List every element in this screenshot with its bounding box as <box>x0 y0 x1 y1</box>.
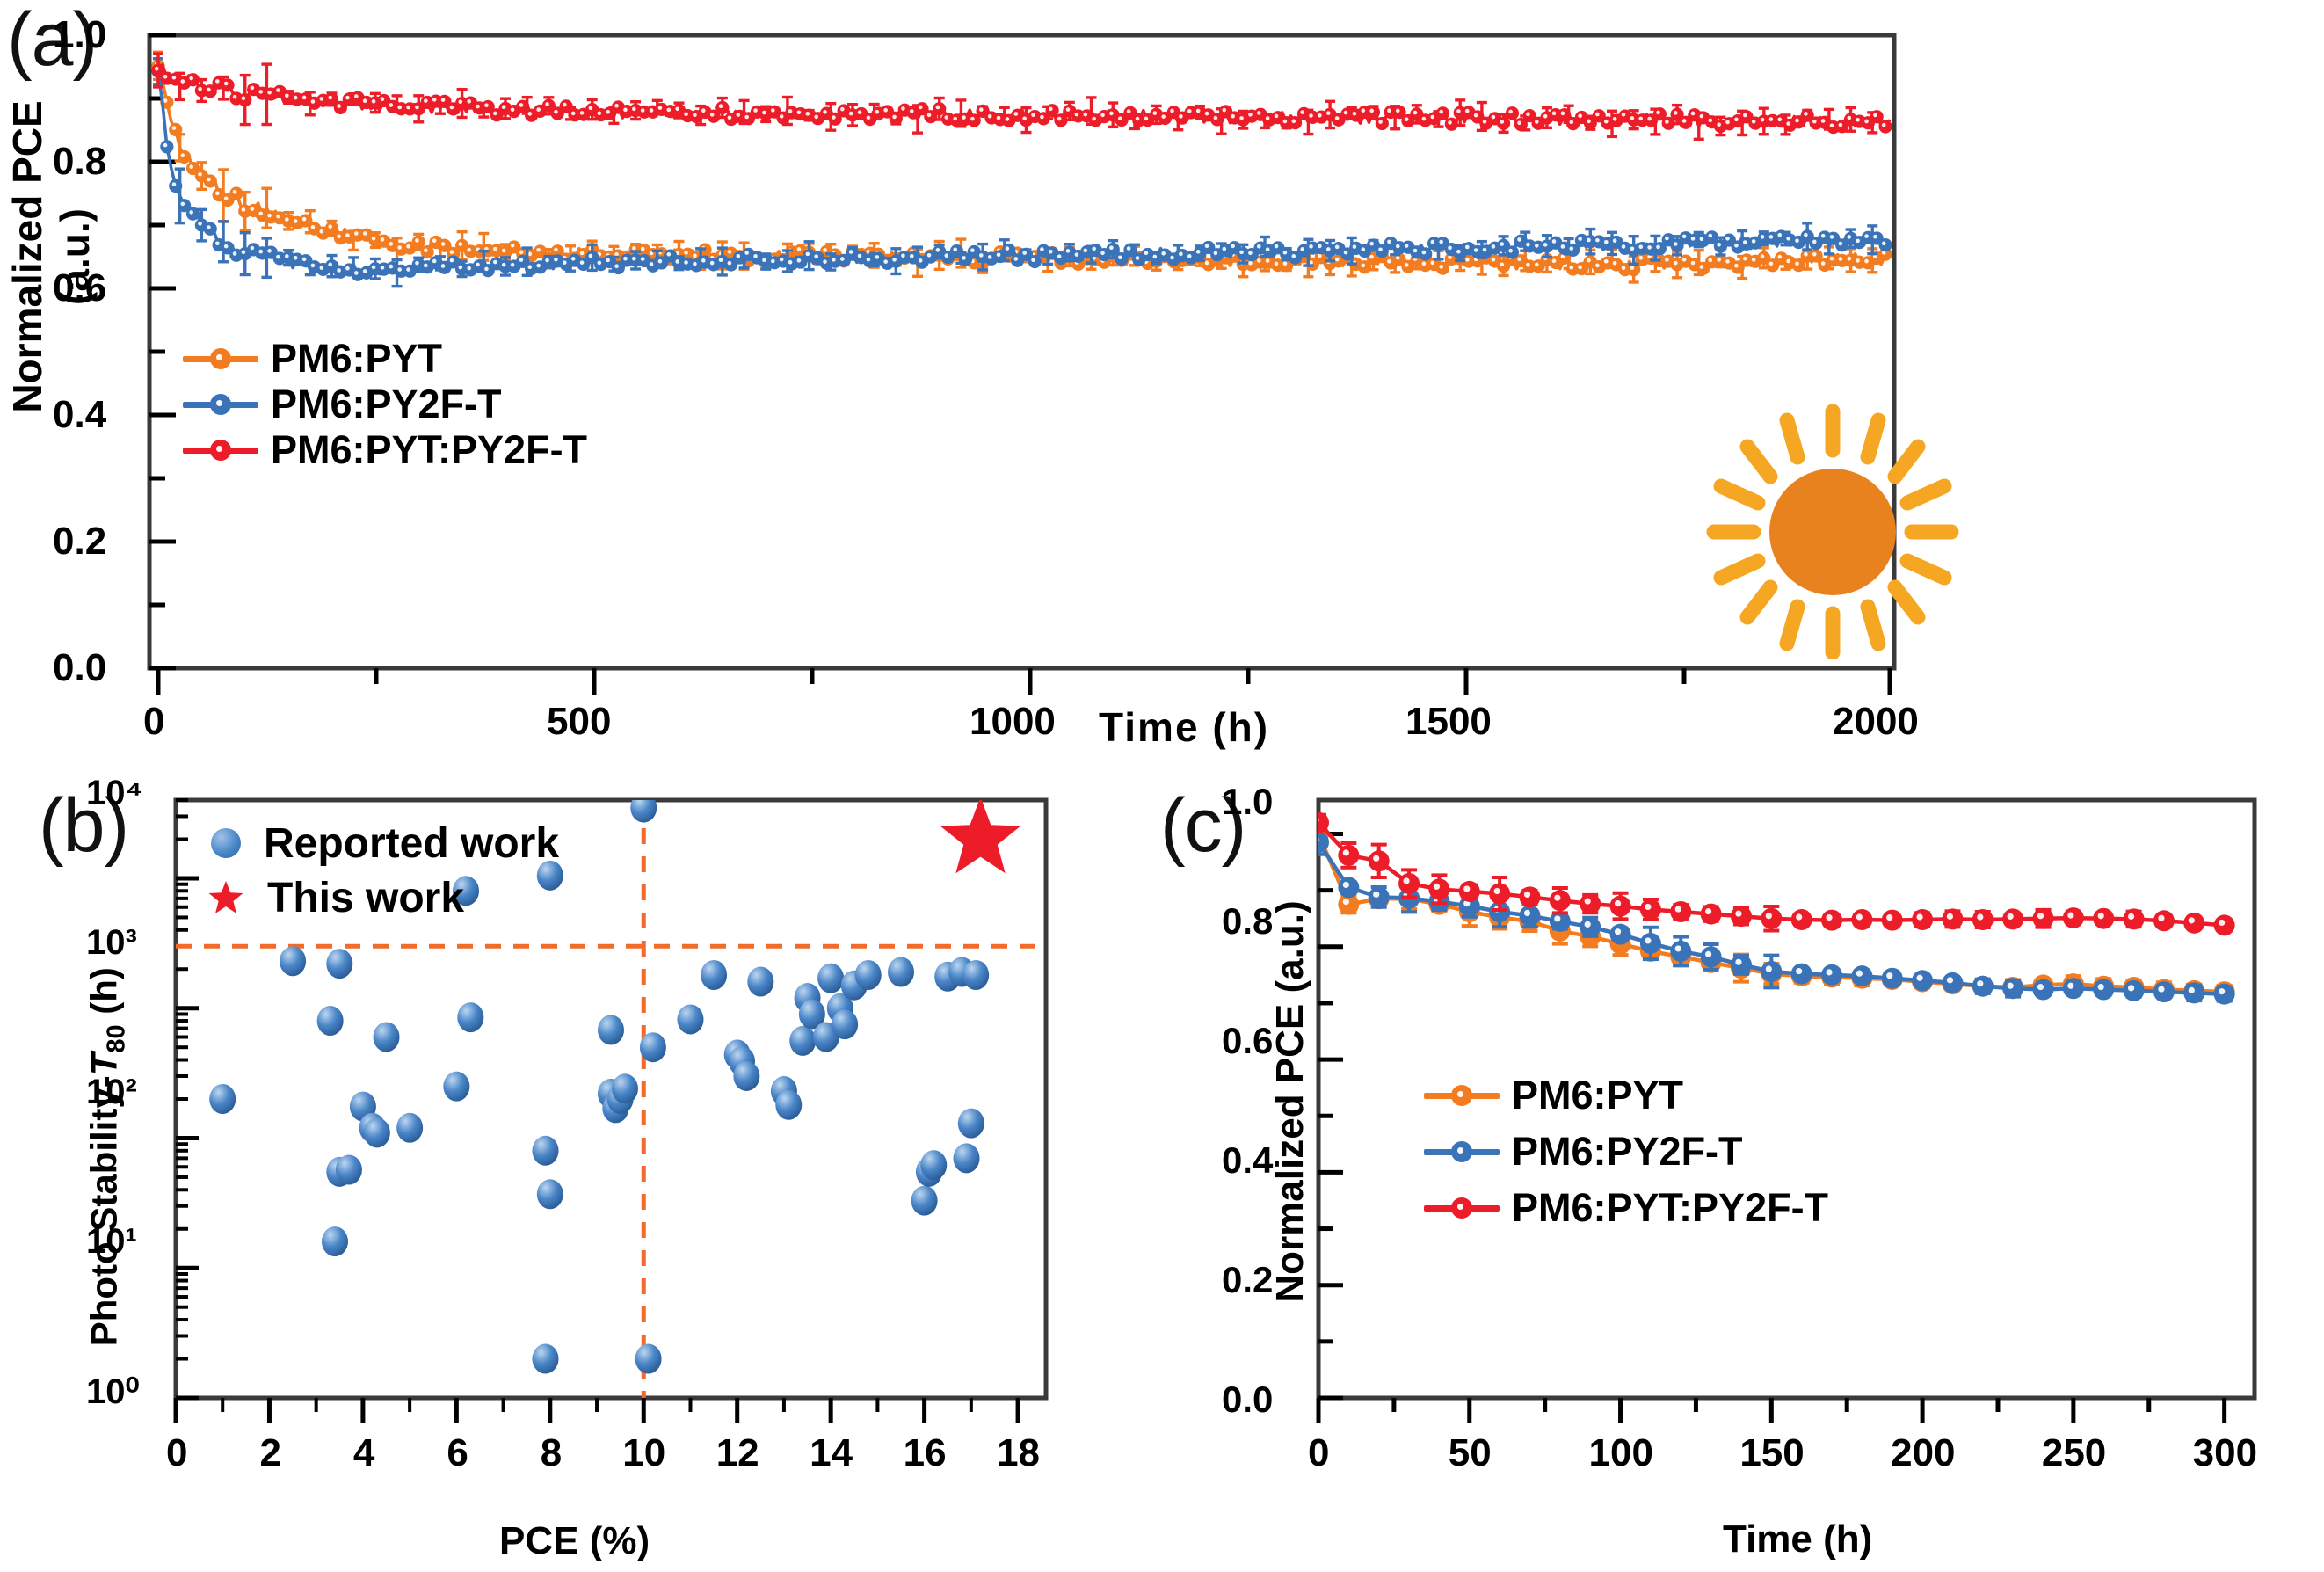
panel-c-legend-label-1: PM6:PY2F-T <box>1512 1129 1743 1174</box>
panel-a-xtick-4: 2000 <box>1833 700 1919 743</box>
panel-b-y-axis-title-sub: 80 <box>102 1024 131 1053</box>
line-circle-marker-icon <box>1424 1140 1500 1163</box>
panel-a: (a) Normalized PCE (a.u.) Time (h) <box>0 0 2074 774</box>
panel-a-ytick-1: 0.2 <box>53 520 107 563</box>
panel-b-legend-item-0[interactable]: Reported work <box>211 816 559 870</box>
panel-a-legend-item-1[interactable]: PM6:PY2F-T <box>183 382 587 427</box>
panel-b-x-axis-title: PCE (%) <box>499 1519 650 1562</box>
panel-b-xtick-1: 2 <box>259 1431 281 1474</box>
panel-b-legend: Reported work This work <box>208 816 559 925</box>
panel-c: (c) Normalized PCE (a.u.) Time (h) 0.0 0… <box>1160 774 2324 1572</box>
panel-b-xtick-2: 4 <box>352 1431 375 1474</box>
panel-b-xtick-6: 12 <box>715 1431 759 1474</box>
panel-b-legend-label-1: This work <box>267 874 465 921</box>
panel-b: (b) Photo Stability-T80 (h) PCE (%) 10⁰ … <box>0 774 1143 1572</box>
panel-c-ytick-3: 0.6 <box>1222 1020 1274 1061</box>
panel-c-y-axis-title: Normalized PCE (a.u.) <box>1268 900 1311 1303</box>
panel-b-ytick-3: 10³ <box>86 923 137 962</box>
panel-c-plot <box>1316 797 2257 1423</box>
panel-b-xtick-0: 0 <box>166 1431 188 1474</box>
panel-a-ytick-4: 0.8 <box>53 140 107 183</box>
panel-a-ytick-2: 0.4 <box>53 393 107 436</box>
panel-a-x-axis-title: Time (h) <box>1099 704 1270 750</box>
panel-c-label: (c) <box>1160 783 1246 868</box>
panel-c-legend-label-2: PM6:PYT:PY2F-T <box>1512 1185 1829 1230</box>
panel-b-xtick-3: 6 <box>447 1431 468 1474</box>
panel-a-xtick-2: 1000 <box>970 700 1056 743</box>
panel-c-ytick-4: 0.8 <box>1222 900 1274 942</box>
panel-b-plot <box>173 797 1049 1423</box>
panel-c-xtick-6: 300 <box>2192 1431 2258 1474</box>
panel-b-ytick-0: 10⁰ <box>86 1372 140 1411</box>
panel-c-xtick-5: 250 <box>2041 1431 2107 1474</box>
star-marker-icon <box>208 879 244 916</box>
panel-a-ytick-0: 0.0 <box>53 646 107 689</box>
panel-c-ytick-0: 0.0 <box>1222 1379 1274 1420</box>
panel-c-ytick-1: 0.2 <box>1222 1259 1274 1300</box>
panel-a-y-axis-title: Normalized PCE (a.u.) <box>4 100 98 413</box>
panel-a-plot <box>147 33 1897 695</box>
panel-c-xtick-4: 200 <box>1891 1431 1956 1474</box>
panel-b-xtick-8: 16 <box>903 1431 947 1474</box>
panel-a-xtick-3: 1500 <box>1405 700 1492 743</box>
panel-c-x-axis-title: Time (h) <box>1723 1517 1873 1561</box>
line-circle-marker-icon <box>1424 1197 1500 1219</box>
panel-a-xtick-0: 0 <box>143 700 165 743</box>
panel-b-xtick-4: 8 <box>540 1431 563 1474</box>
panel-a-ytick-5: 1.0 <box>53 13 107 56</box>
panel-c-ytick-5: 1.0 <box>1222 781 1274 822</box>
panel-c-legend-item-1[interactable]: PM6:PY2F-T <box>1424 1124 1828 1180</box>
panel-b-label: (b) <box>39 783 129 868</box>
panel-a-ytick-3: 0.6 <box>53 266 107 309</box>
panel-a-legend-item-2[interactable]: PM6:PYT:PY2F-T <box>183 427 587 473</box>
panel-b-xtick-9: 18 <box>997 1431 1041 1474</box>
panel-c-legend: PM6:PYT PM6:PY2F-T PM6:PYT:PY2F-T <box>1424 1067 1828 1236</box>
panel-c-legend-label-0: PM6:PYT <box>1512 1073 1684 1117</box>
panel-a-legend-label-0: PM6:PYT <box>271 336 443 381</box>
panel-a-xtick-1: 500 <box>547 700 612 743</box>
line-circle-marker-icon <box>183 439 258 462</box>
panel-b-xtick-7: 14 <box>810 1431 853 1474</box>
line-circle-marker-icon <box>183 393 258 416</box>
panel-c-xtick-2: 100 <box>1588 1431 1653 1474</box>
panel-b-y-axis-title-unit: (h) <box>83 967 125 1025</box>
panel-c-xtick-0: 0 <box>1308 1431 1330 1474</box>
panel-b-ytick-1: 10¹ <box>86 1222 137 1261</box>
line-circle-marker-icon <box>1424 1084 1500 1107</box>
panel-b-xtick-5: 10 <box>622 1431 666 1474</box>
panel-b-y-axis-title-main: Photo Stability- <box>83 1075 125 1347</box>
panel-c-ytick-2: 0.4 <box>1222 1139 1274 1181</box>
panel-a-label: (a) <box>7 0 98 82</box>
panel-b-ytick-2: 10² <box>86 1073 137 1111</box>
panel-c-legend-item-0[interactable]: PM6:PYT <box>1424 1067 1828 1124</box>
panel-c-xtick-1: 50 <box>1448 1431 1492 1474</box>
panel-b-legend-label-0: Reported work <box>264 819 560 867</box>
panel-a-legend-item-0[interactable]: PM6:PYT <box>183 336 587 382</box>
panel-c-xtick-3: 150 <box>1739 1431 1805 1474</box>
line-circle-marker-icon <box>183 347 258 370</box>
panel-a-legend-label-1: PM6:PY2F-T <box>271 382 502 426</box>
panel-b-legend-item-1[interactable]: This work <box>208 870 559 925</box>
panel-a-legend-label-2: PM6:PYT:PY2F-T <box>271 427 588 472</box>
sun-icon <box>1706 404 1959 659</box>
panel-b-ytick-4: 10⁴ <box>86 774 143 812</box>
circle-marker-icon <box>211 828 241 858</box>
panel-a-legend: PM6:PYT PM6:PY2F-T PM6:PYT:PY2F-T <box>183 336 587 473</box>
panel-c-legend-item-2[interactable]: PM6:PYT:PY2F-T <box>1424 1180 1828 1236</box>
